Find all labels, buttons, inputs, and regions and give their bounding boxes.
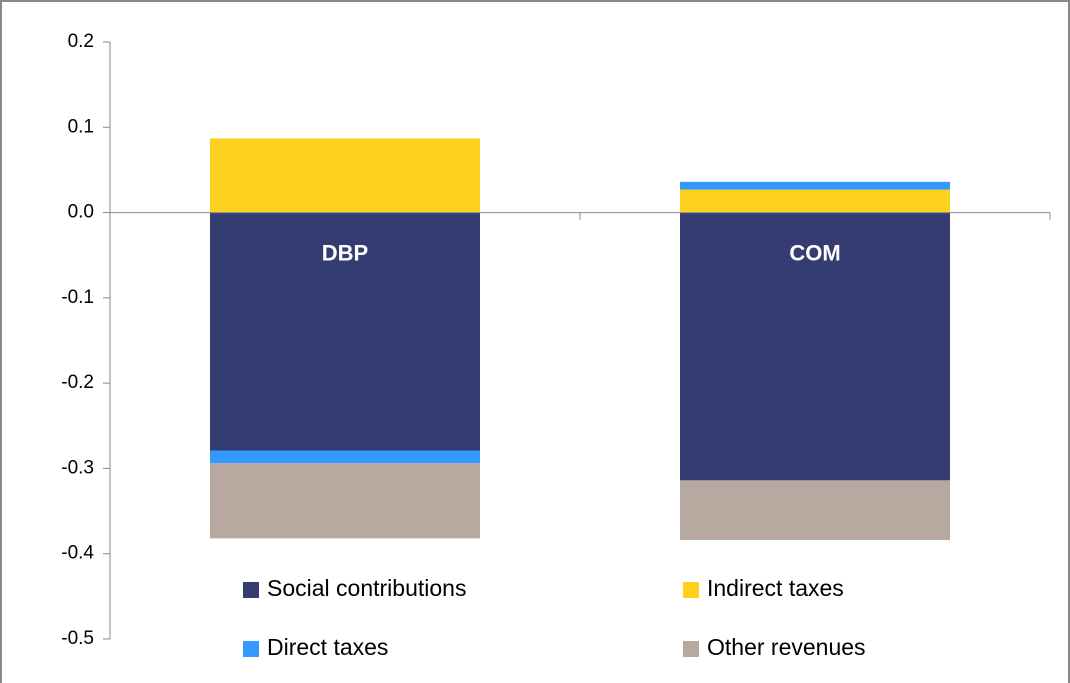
bar-segment: [210, 212, 480, 451]
legend-swatch: [243, 582, 259, 598]
y-tick-label: -0.1: [61, 287, 94, 308]
category-label: COM: [789, 240, 840, 265]
y-tick-label: -0.2: [61, 372, 94, 393]
legend-swatch: [683, 641, 699, 657]
y-tick-label: -0.3: [61, 457, 94, 478]
y-tick-label: -0.4: [61, 543, 94, 564]
bar-segment: [680, 189, 950, 213]
bar-segment: [210, 463, 480, 539]
bar-segment: [680, 181, 950, 190]
category-label: DBP: [322, 240, 368, 265]
legend-label: Other revenues: [707, 634, 866, 660]
y-tick-label: 0.1: [68, 116, 94, 137]
legend-label: Social contributions: [267, 575, 466, 601]
bar-segment: [210, 450, 480, 464]
y-tick-label: 0.2: [68, 31, 94, 52]
bar-segment: [210, 138, 480, 213]
y-tick-label: 0.0: [68, 202, 94, 223]
bar-segment: [680, 480, 950, 541]
y-tick-label: -0.5: [61, 628, 94, 649]
legend-label: Indirect taxes: [707, 575, 844, 601]
bar-segment: [680, 212, 950, 481]
legend-label: Direct taxes: [267, 634, 388, 660]
legend-swatch: [683, 582, 699, 598]
legend-swatch: [243, 641, 259, 657]
